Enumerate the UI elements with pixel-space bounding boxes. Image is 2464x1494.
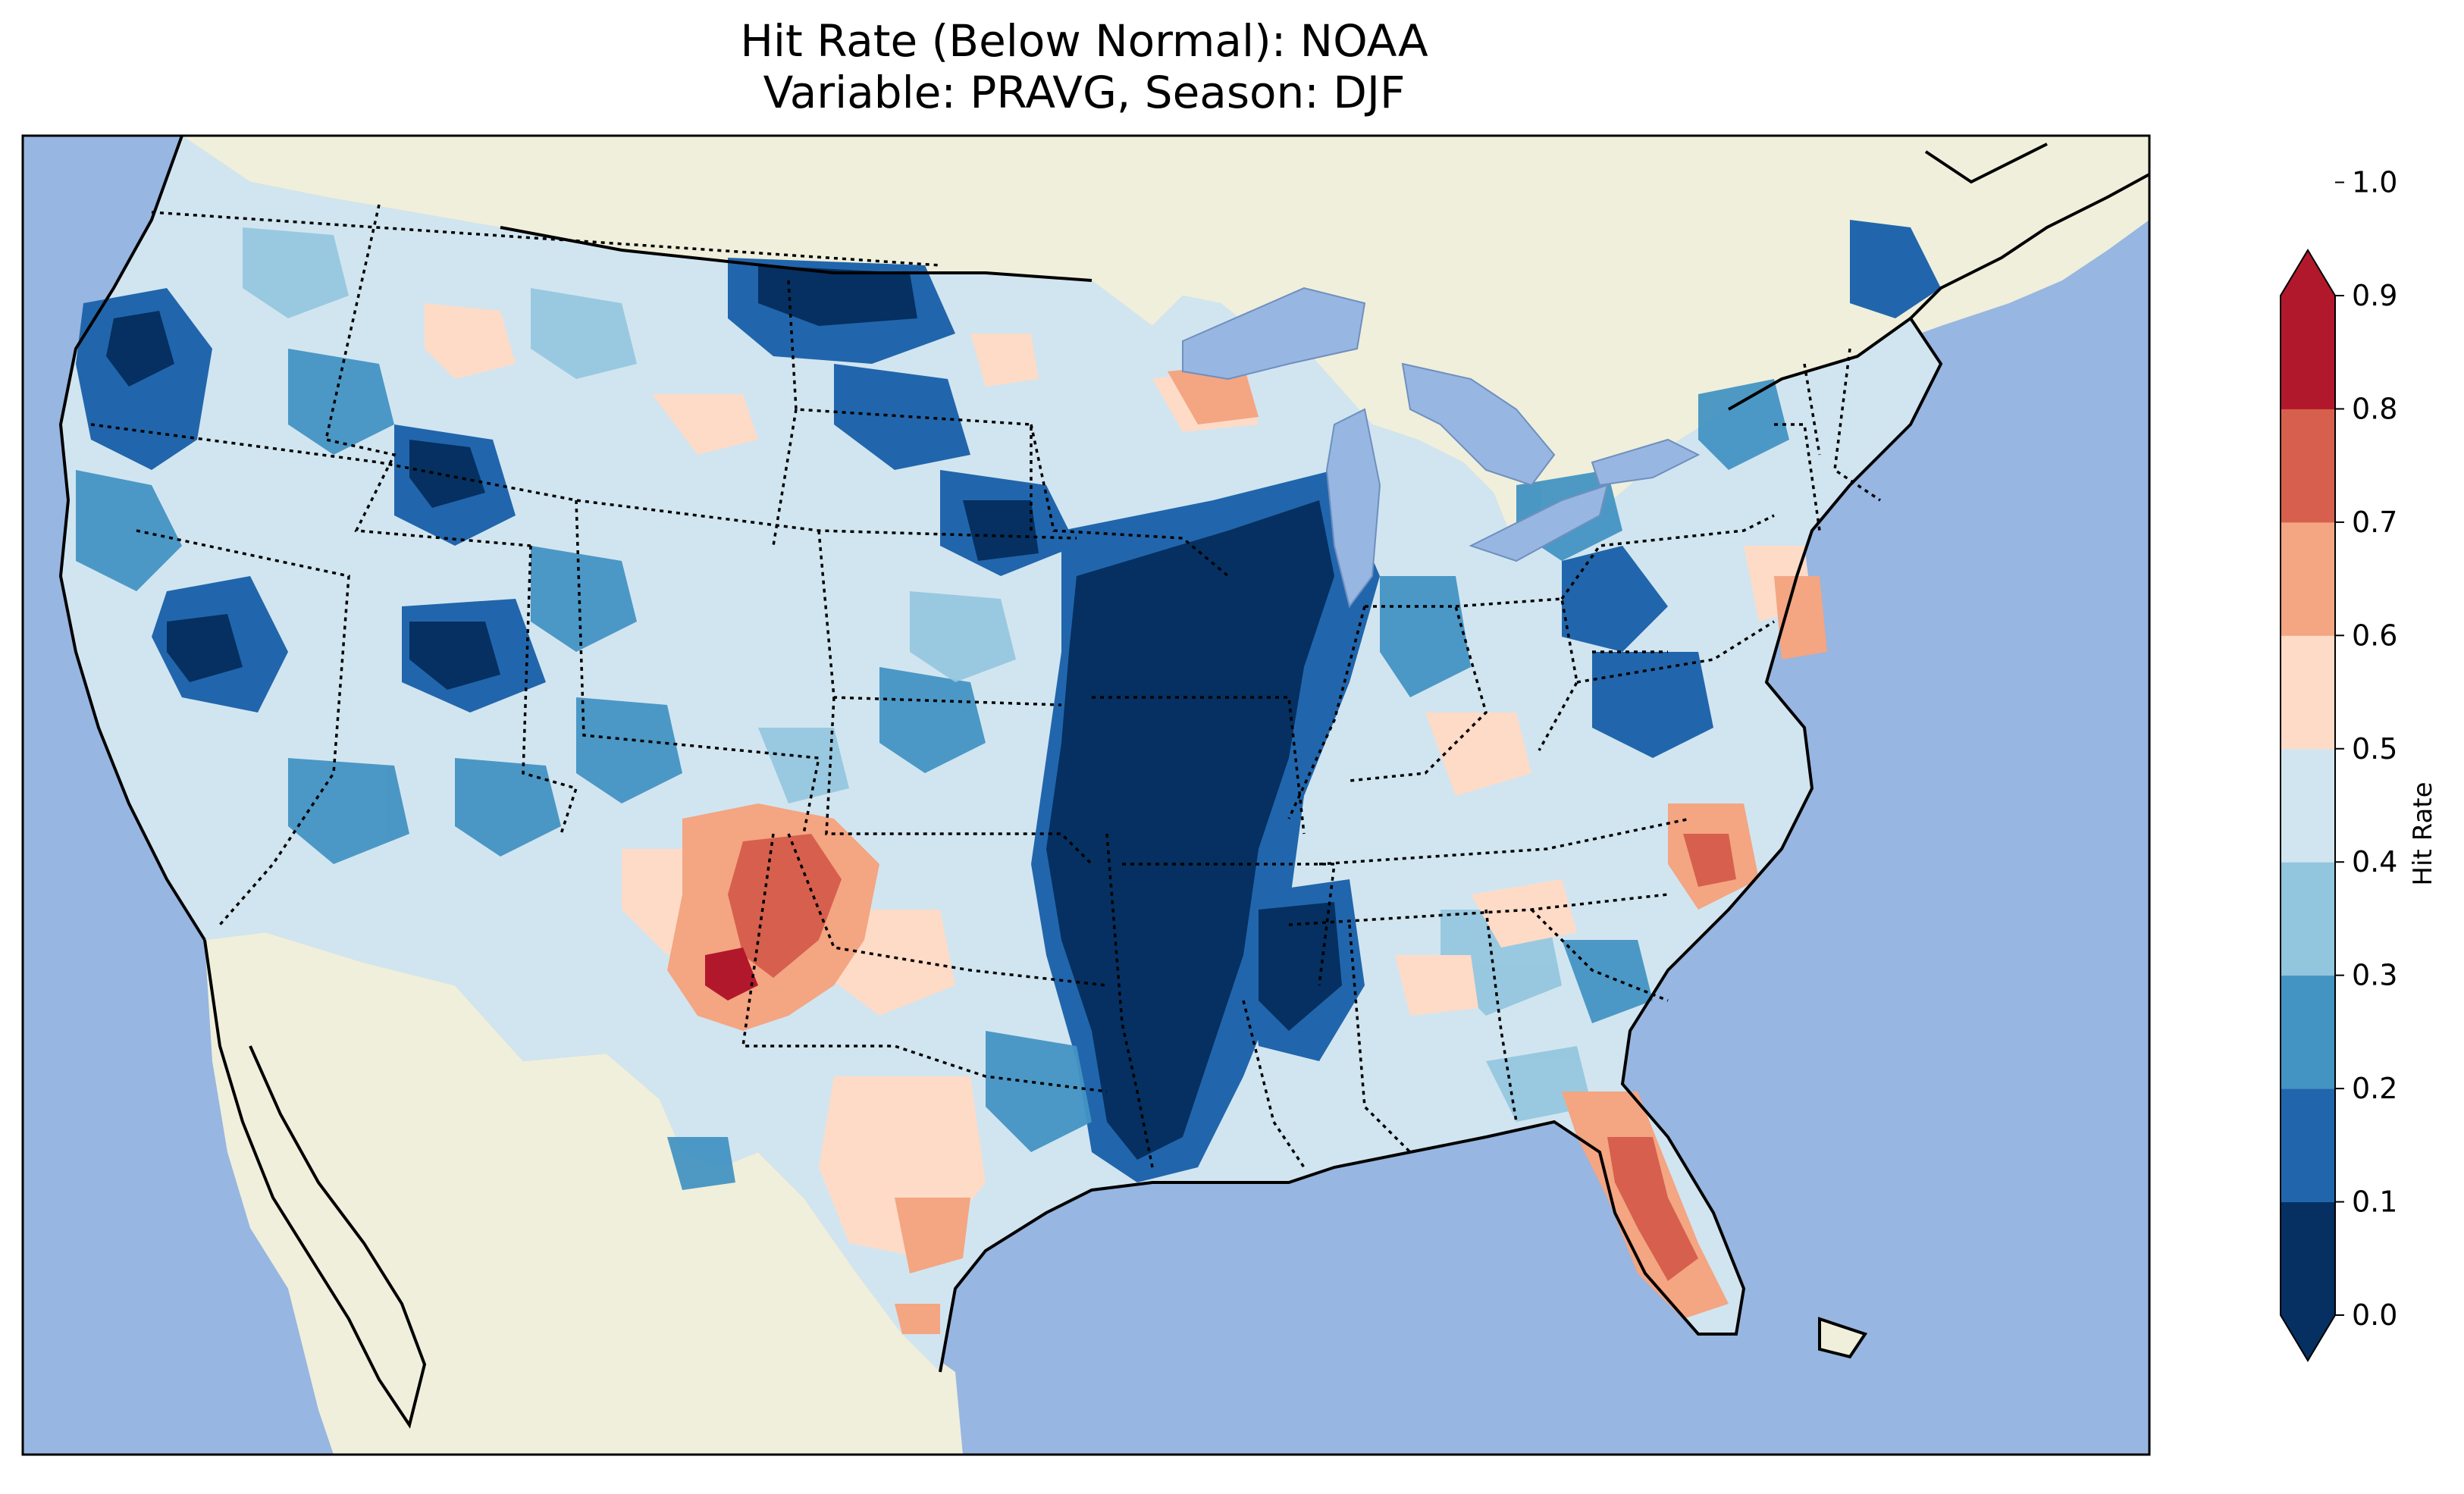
colorbar-tick-label: 0.3: [2352, 959, 2397, 992]
colorbar-extend-max: [2281, 250, 2335, 296]
cuba-land: [1818, 1317, 1868, 1359]
colorbar-tick-label: 0.1: [2352, 1185, 2397, 1219]
colorbar-tick-label: 0.9: [2352, 279, 2397, 312]
chart-title-line-2: Variable: PRAVG, Season: DJF: [763, 67, 1406, 118]
colorbar-label: Hit Rate: [2408, 781, 2438, 886]
conus-base: [61, 136, 1941, 1372]
colorbar-tick-label: 0.8: [2352, 392, 2397, 425]
colorbar-bin: [2281, 1088, 2335, 1203]
hit-rate-field: [61, 136, 1941, 1372]
colorbar-bin: [2281, 862, 2335, 976]
colorbar-tick-label: 0.6: [2352, 619, 2397, 652]
colorbar-tick-label: 0.0: [2352, 1298, 2397, 1332]
colorbar-bin: [2281, 1201, 2335, 1316]
map-frame: [21, 134, 2151, 1456]
baja-land: [205, 940, 425, 1425]
colorbar-bin: [2281, 975, 2335, 1089]
colorbar-tick-label: 0.4: [2352, 845, 2397, 879]
colorbar-tick-label: 0.2: [2352, 1072, 2397, 1105]
chart-title-line-1: Hit Rate (Below Normal): NOAA: [740, 15, 1428, 67]
colorbar-bin: [2281, 296, 2335, 409]
colorbar-bin: [2281, 521, 2335, 636]
colorbar-bin: [2281, 748, 2335, 863]
coastlines: [58, 136, 2149, 1429]
great-lakes: [1182, 287, 1701, 609]
colorbar-extend-min: [2281, 1315, 2335, 1361]
state-borders: [90, 204, 1881, 1168]
colorbar-tick-label: 1.0: [2352, 166, 2397, 199]
colorbar-bin: [2281, 409, 2335, 523]
colorbar-tick-label: 0.7: [2352, 506, 2397, 539]
colorbar-tick-label: 0.5: [2352, 732, 2397, 766]
colorbar-bin: [2281, 635, 2335, 750]
